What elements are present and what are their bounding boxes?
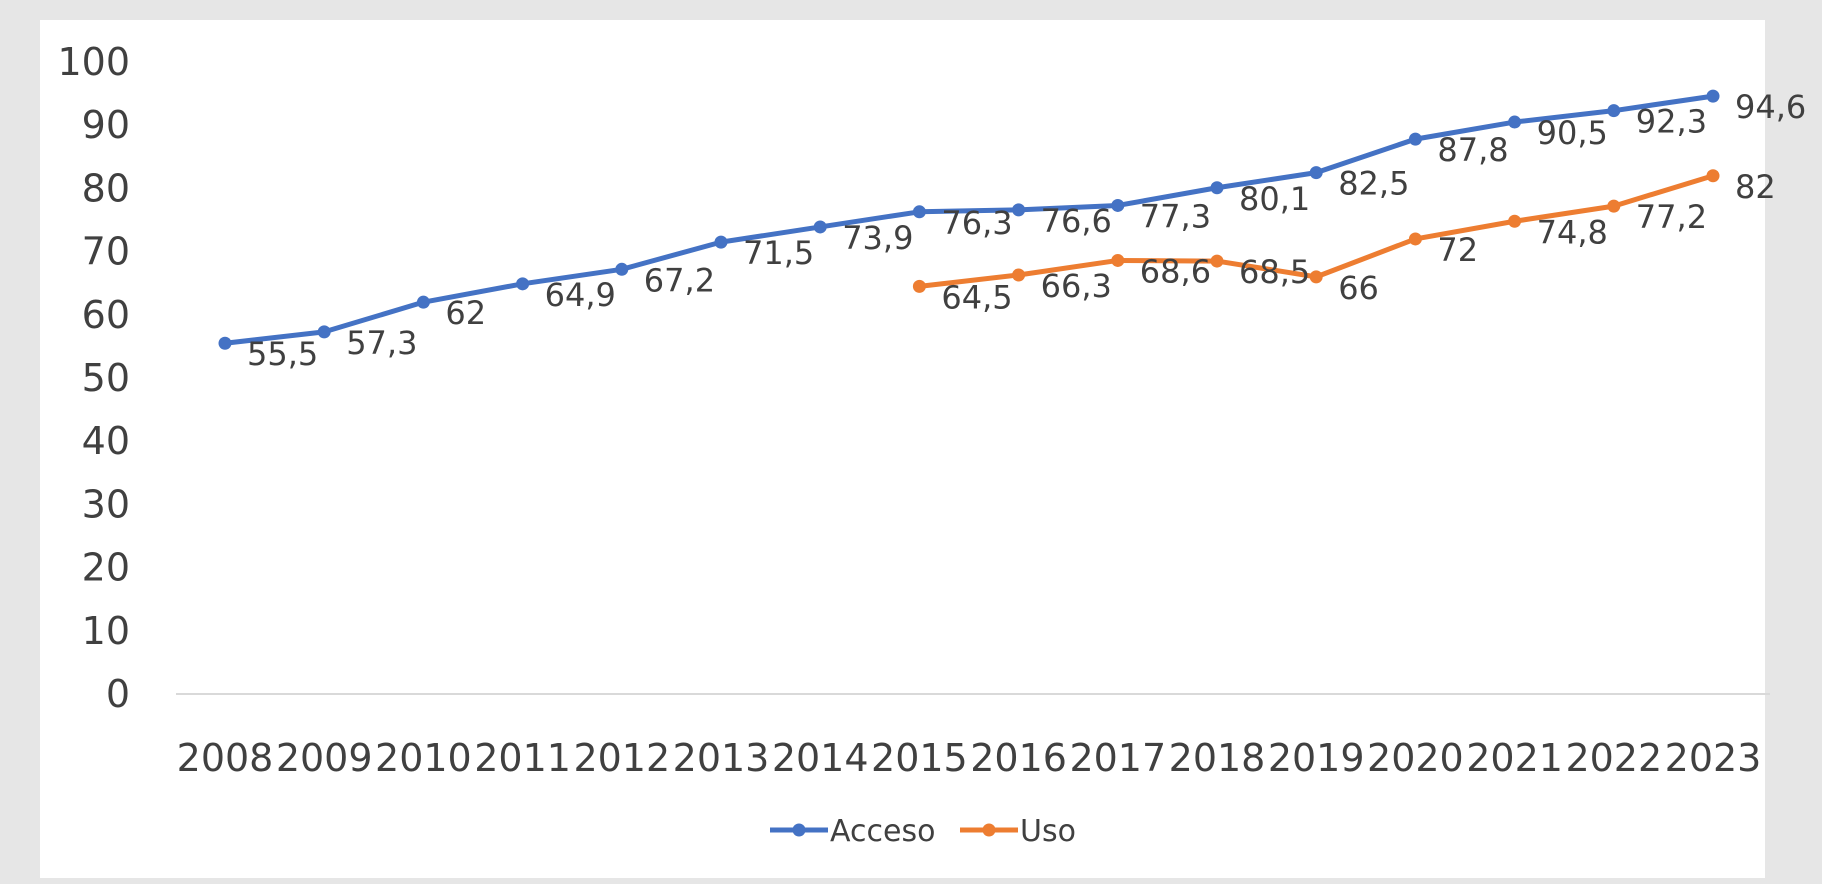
data-point-uso — [912, 279, 926, 293]
data-point-acceso — [1210, 181, 1224, 195]
data-point-uso — [1607, 199, 1621, 213]
data-label-uso: 68,6 — [1140, 252, 1211, 290]
series-markers — [218, 89, 1720, 350]
x-tick-label: 2015 — [871, 736, 968, 780]
data-label-acceso: 62 — [445, 294, 486, 332]
data-point-acceso — [1508, 115, 1522, 129]
data-label-acceso: 67,2 — [644, 261, 715, 299]
x-tick-label: 2020 — [1367, 736, 1464, 780]
data-label-uso: 66,3 — [1041, 267, 1112, 305]
x-tick-label: 2009 — [276, 736, 373, 780]
data-label-acceso: 94,6 — [1735, 88, 1806, 126]
x-tick-label: 2018 — [1169, 736, 1266, 780]
data-point-uso — [1012, 268, 1026, 282]
legend: Acceso Uso — [770, 814, 1076, 849]
data-label-uso: 72 — [1437, 231, 1478, 269]
y-tick-label: 40 — [82, 419, 130, 463]
data-label-acceso: 71,5 — [743, 234, 814, 272]
y-tick-label: 70 — [82, 230, 130, 274]
data-label-uso: 68,5 — [1239, 253, 1310, 291]
data-point-acceso — [1012, 203, 1026, 217]
data-point-uso — [1706, 169, 1720, 183]
data-label-uso: 77,2 — [1636, 198, 1707, 236]
data-point-uso — [1111, 253, 1125, 267]
data-label-uso: 82 — [1735, 168, 1776, 206]
series-line-acceso — [222, 93, 1716, 346]
data-label-acceso: 80,1 — [1239, 180, 1310, 218]
x-tick-label: 2021 — [1466, 736, 1563, 780]
y-tick-label: 60 — [82, 293, 130, 337]
data-label-acceso: 76,6 — [1041, 202, 1112, 240]
legend-marker-uso — [982, 823, 996, 837]
data-label-acceso: 57,3 — [346, 324, 417, 362]
data-point-acceso — [218, 336, 232, 350]
legend-marker-acceso — [792, 823, 806, 837]
x-tick-label: 2010 — [375, 736, 472, 780]
x-tick-label: 2013 — [673, 736, 770, 780]
y-tick-label: 0 — [106, 672, 130, 716]
legend-label-acceso: Acceso — [830, 814, 935, 849]
data-point-acceso — [1408, 132, 1422, 146]
data-point-acceso — [813, 220, 827, 234]
y-tick-label: 10 — [82, 609, 130, 653]
y-tick-label: 100 — [57, 40, 130, 84]
x-tick-label: 2017 — [1069, 736, 1166, 780]
data-point-acceso — [317, 325, 331, 339]
data-label-acceso: 77,3 — [1140, 197, 1211, 235]
y-axis-tick-labels: 0 10 20 30 40 50 60 70 80 90 100 — [57, 40, 130, 716]
data-label-uso: 66 — [1338, 269, 1379, 307]
data-point-acceso — [1111, 198, 1125, 212]
data-label-uso: 64,5 — [941, 278, 1012, 316]
x-tick-label: 2022 — [1565, 736, 1662, 780]
data-label-acceso: 76,3 — [941, 204, 1012, 242]
data-label-acceso: 55,5 — [247, 335, 318, 373]
x-tick-label: 2023 — [1665, 736, 1762, 780]
data-point-acceso — [1706, 89, 1720, 103]
data-label-uso: 74,8 — [1537, 213, 1608, 251]
y-tick-label: 30 — [82, 482, 130, 526]
data-point-acceso — [714, 235, 728, 249]
x-tick-label: 2011 — [474, 736, 571, 780]
data-label-acceso: 73,9 — [842, 219, 913, 257]
data-point-uso — [1210, 254, 1224, 268]
y-tick-label: 50 — [82, 356, 130, 400]
x-tick-label: 2012 — [573, 736, 670, 780]
data-label-acceso: 87,8 — [1437, 131, 1508, 169]
y-tick-label: 90 — [82, 103, 130, 147]
y-tick-label: 80 — [82, 166, 130, 210]
data-point-acceso — [615, 262, 629, 276]
data-label-acceso: 90,5 — [1537, 114, 1608, 152]
data-point-acceso — [1309, 166, 1323, 180]
y-tick-label: 20 — [82, 546, 130, 590]
x-axis-tick-labels: 2008 2009 2010 2011 2012 2013 2014 2015 2016 2017… — [177, 736, 1762, 780]
x-tick-label: 2016 — [970, 736, 1067, 780]
data-point-acceso — [416, 295, 430, 309]
data-label-acceso: 92,3 — [1636, 103, 1707, 141]
data-point-uso — [1508, 214, 1522, 228]
chart-area — [40, 20, 1765, 878]
data-point-acceso — [1607, 104, 1621, 118]
x-tick-label: 2008 — [177, 736, 274, 780]
data-labels: 55,5 57,3 62 64,9 67,2 71,5 73,9 76,3 76,6 77,3 80… — [247, 88, 1806, 373]
data-label-acceso: 64,9 — [545, 276, 616, 314]
data-point-acceso — [912, 205, 926, 219]
data-point-uso — [1408, 232, 1422, 246]
data-point-acceso — [516, 277, 530, 291]
data-point-uso — [1309, 270, 1323, 284]
x-tick-label: 2019 — [1268, 736, 1365, 780]
legend-label-uso: Uso — [1020, 814, 1076, 849]
x-tick-label: 2014 — [772, 736, 869, 780]
data-label-acceso: 82,5 — [1338, 165, 1409, 203]
